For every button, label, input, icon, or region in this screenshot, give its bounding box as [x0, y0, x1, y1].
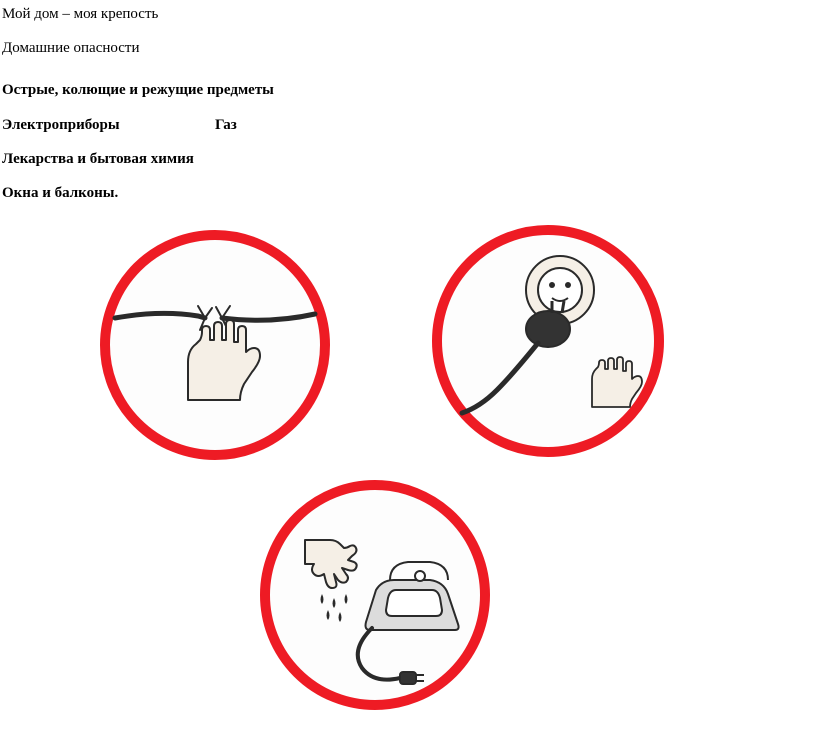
hazard-circle-socket [432, 225, 664, 457]
wire-hand-icon [110, 240, 320, 450]
hazard-line-electrical: Электроприборы [2, 117, 120, 134]
hazard-line-chemicals: Лекарства и бытовая химия [2, 151, 194, 168]
wet-hand-iron-icon [270, 490, 480, 700]
hazard-line-windows: Окна и балконы. [2, 185, 118, 202]
page-title: Мой дом – моя крепость [2, 6, 158, 23]
page-subtitle: Домашние опасности [2, 40, 140, 57]
socket-plug-icon [442, 235, 654, 447]
hazard-line-sharp: Острые, колющие и режущие предметы [2, 82, 274, 99]
hazard-line-gas: Газ [215, 117, 237, 134]
hazard-circle-iron [260, 480, 490, 710]
hazard-circle-wire [100, 230, 330, 460]
